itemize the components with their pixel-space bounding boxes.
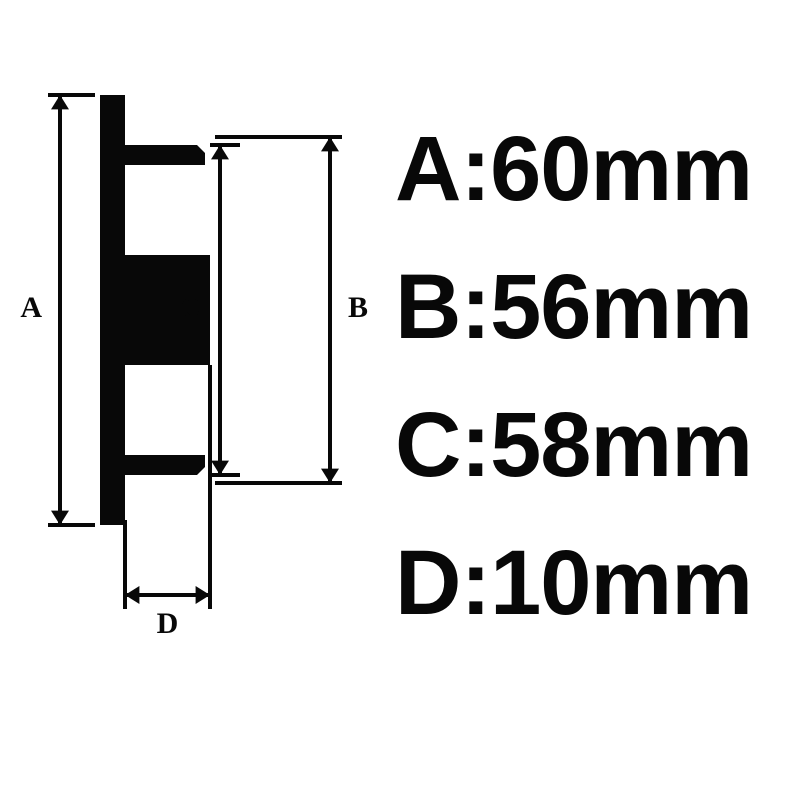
dimension-d: D:10mm [395,514,752,652]
dimension-a: A:60mm [395,100,752,238]
dimension-c: C:58mm [395,376,752,514]
dimension-b: B:56mm [395,238,752,376]
dim-label-a: A [20,291,42,324]
dim-label-d: D [157,607,179,640]
dim-label-c: C [180,291,202,324]
dim-label-b: B [348,291,368,324]
dimension-list: A:60mmB:56mmC:58mmD:10mm [395,100,752,652]
diagram-canvas: A C B D A:60mmB:56mmC:58mmD:10mm [0,0,800,800]
